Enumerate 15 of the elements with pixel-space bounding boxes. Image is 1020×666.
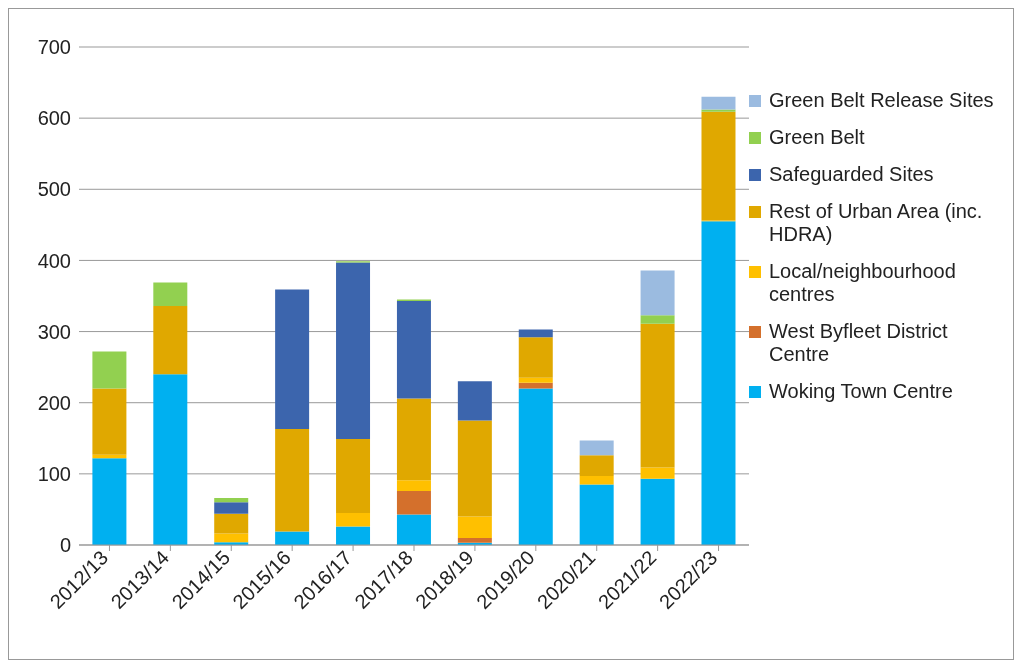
y-tick-label: 700 [37, 36, 71, 59]
y-tick-label: 0 [59, 534, 71, 557]
legend-label: Local/neighbourhood centres [769, 260, 957, 306]
legend-label: Green Belt [769, 126, 865, 149]
y-tick-label: 200 [37, 391, 71, 414]
legend-label: Rest of Urban Area (inc. HDRA) [769, 200, 984, 246]
legend-label: Green Belt Release Sites [769, 89, 994, 112]
y-tick-label: 100 [37, 462, 71, 485]
y-tick-label: 600 [37, 107, 71, 130]
legend-label: Safeguarded Sites [769, 163, 934, 186]
y-tick-label: 300 [37, 320, 71, 343]
legend-label: West Byfleet District Centre [769, 320, 949, 366]
y-tick-label: 400 [37, 249, 71, 272]
y-tick-label: 500 [37, 178, 71, 201]
legend-label: Woking Town Centre [769, 380, 953, 403]
